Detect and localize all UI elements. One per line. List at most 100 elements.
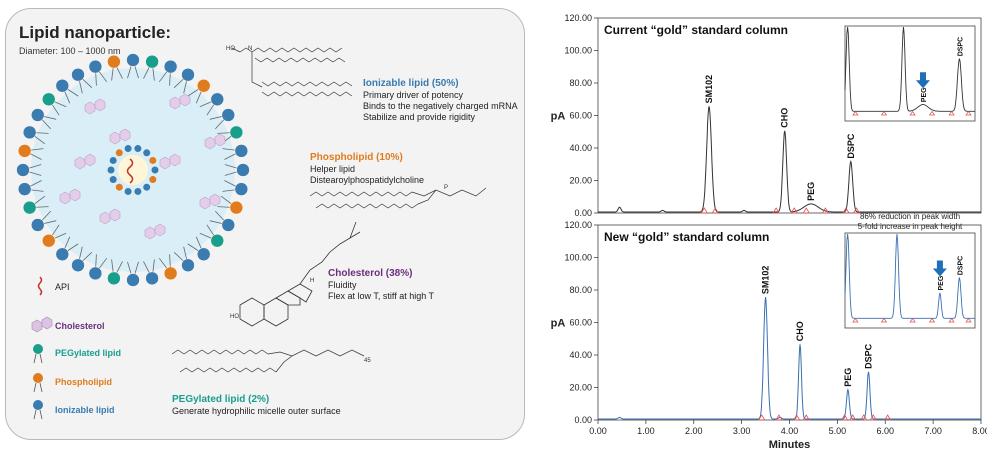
- cholesterol-desc: Cholesterol (38%) Fluidity Flex at low T…: [328, 268, 434, 302]
- lipid-head: [210, 92, 225, 107]
- peak-label-sm102: SM102: [704, 75, 714, 104]
- inner-lipid-head: [143, 149, 151, 157]
- phospholipid-icon: [33, 373, 43, 393]
- x-tick-label: 4.00: [781, 426, 799, 436]
- inset-zoom: PEG DSPC: [844, 25, 976, 122]
- panel-title: New “gold” standard column: [604, 230, 769, 244]
- lipid-head: [163, 59, 178, 74]
- lnp-title: Lipid nanoparticle:: [19, 23, 172, 42]
- inset-marker: [852, 317, 859, 323]
- integration-marker: [758, 414, 766, 421]
- phospholipid-heading: Phospholipid (10%): [310, 152, 403, 163]
- ionizable-desc: Ionizable lipid (50%) Primary driver of …: [363, 78, 518, 123]
- inset-label-dspc: DSPC: [957, 37, 964, 56]
- inset-marker: [909, 317, 916, 323]
- structure-label-subscript: 45: [364, 358, 371, 364]
- y-tick-label: 100.00: [564, 253, 592, 263]
- chromatogram-panel-1: 0.00 20.00 40.00 60.00 80.00 100.00 120.00 pA Cu…: [551, 13, 982, 218]
- lipid-head: [107, 271, 121, 286]
- aqueous-core: [118, 155, 148, 185]
- legend-labels: API Cholesterol PEGylated lipid Phosphol…: [55, 282, 121, 415]
- inner-lipid-head: [143, 183, 151, 191]
- ionizable-lipid-structure: [231, 47, 353, 97]
- y-tick-label: 60.00: [569, 318, 592, 328]
- inset-label-dspc: DSPC: [957, 256, 964, 275]
- legend-label-ionizable: Ionizable lipid: [55, 405, 115, 415]
- inset-marker: [948, 317, 955, 323]
- lipid-head: [126, 53, 140, 67]
- x-tick-label: 8.00: [972, 426, 987, 436]
- structure-label-h: H: [310, 278, 314, 284]
- arrow-down-icon: [916, 72, 930, 89]
- x-axis-label: Minutes: [769, 439, 811, 451]
- inset-marker: [965, 110, 972, 116]
- integration-marker: [840, 414, 849, 421]
- integration-marker: [775, 414, 783, 421]
- integration-marker: [821, 207, 830, 214]
- integration-marker: [848, 414, 857, 421]
- cholesterol-line-2: Flex at low T, stiff at high T: [328, 291, 435, 301]
- legend-label-api: API: [55, 282, 70, 292]
- panel-title: Current “gold” standard column: [604, 23, 788, 37]
- cholesterol-structure: [239, 221, 361, 327]
- inner-lipid-head: [134, 187, 142, 195]
- lipid-head: [30, 218, 45, 232]
- inner-lipid-head: [109, 176, 117, 184]
- inset-trace: [844, 26, 975, 112]
- integration-marker: [869, 414, 877, 421]
- integration-marker: [790, 207, 798, 214]
- lipid-head: [196, 247, 211, 262]
- lipid-head: [126, 273, 140, 287]
- lipid-head: [71, 67, 85, 82]
- legend-label-phospholipid: Phospholipid: [55, 377, 112, 387]
- y-tick-label: 120.00: [564, 13, 592, 23]
- inner-lipid-head: [115, 183, 123, 191]
- inset-marker: [880, 110, 888, 116]
- phospholipid-line-1: Helper lipid: [310, 164, 356, 174]
- inset-marker: [948, 110, 955, 116]
- peak-label-cho: CHO: [780, 108, 790, 128]
- lnp-diameter: Diameter: 100 – 1000 nm: [19, 46, 121, 56]
- lipid-head: [41, 233, 56, 248]
- peak-label-dspc: DSPC: [846, 133, 856, 159]
- inset-marker: [928, 317, 936, 323]
- nanoparticle-diagram: [16, 53, 250, 287]
- inset-marker: [852, 110, 859, 116]
- lipid-head: [236, 163, 250, 177]
- lipid-head: [17, 182, 32, 196]
- peg-heading: PEGylated lipid (2%): [172, 394, 270, 405]
- inner-lipid-head: [109, 156, 117, 164]
- y-tick-label: 60.00: [569, 111, 592, 121]
- integration-marker: [700, 207, 708, 214]
- lipid-head: [145, 54, 159, 69]
- integration-marker: [772, 207, 780, 214]
- inner-lipid-head: [124, 187, 132, 195]
- peak-label-peg: PEG: [806, 182, 816, 201]
- ionizable-lipid-icon: [33, 400, 43, 420]
- integration-marker: [802, 207, 810, 214]
- phospholipid-line-2: Distearoylphospatidylcholine: [310, 175, 425, 185]
- inset-marker: [909, 110, 916, 116]
- lipid-head: [17, 144, 32, 158]
- integration-marker: [792, 414, 801, 421]
- lipid-head: [145, 271, 159, 286]
- y-tick-label: 0.00: [574, 208, 592, 218]
- chromatogram-trace: [598, 297, 981, 420]
- y-tick-label: 20.00: [569, 383, 592, 393]
- cholesterol-icon: [99, 208, 121, 225]
- phospholipid-desc: Phospholipid (10%) Helper lipid Distearo…: [310, 152, 424, 186]
- y-tick-label: 80.00: [569, 78, 592, 88]
- y-axis-label: pA: [551, 111, 566, 123]
- lipid-head: [41, 92, 56, 107]
- lipid-head: [16, 163, 30, 177]
- inner-lipid-head: [124, 145, 132, 153]
- integration-marker: [852, 207, 861, 214]
- inset-marker: [928, 110, 936, 116]
- structure-label-p: P: [444, 185, 448, 191]
- inset-marker: [965, 317, 972, 323]
- x-tick-label: 3.00: [733, 426, 751, 436]
- integration-marker: [802, 414, 810, 421]
- ionizable-line-1: Primary driver of potency: [363, 90, 464, 100]
- y-tick-label: 100.00: [564, 46, 592, 56]
- integration-marker: [711, 207, 720, 214]
